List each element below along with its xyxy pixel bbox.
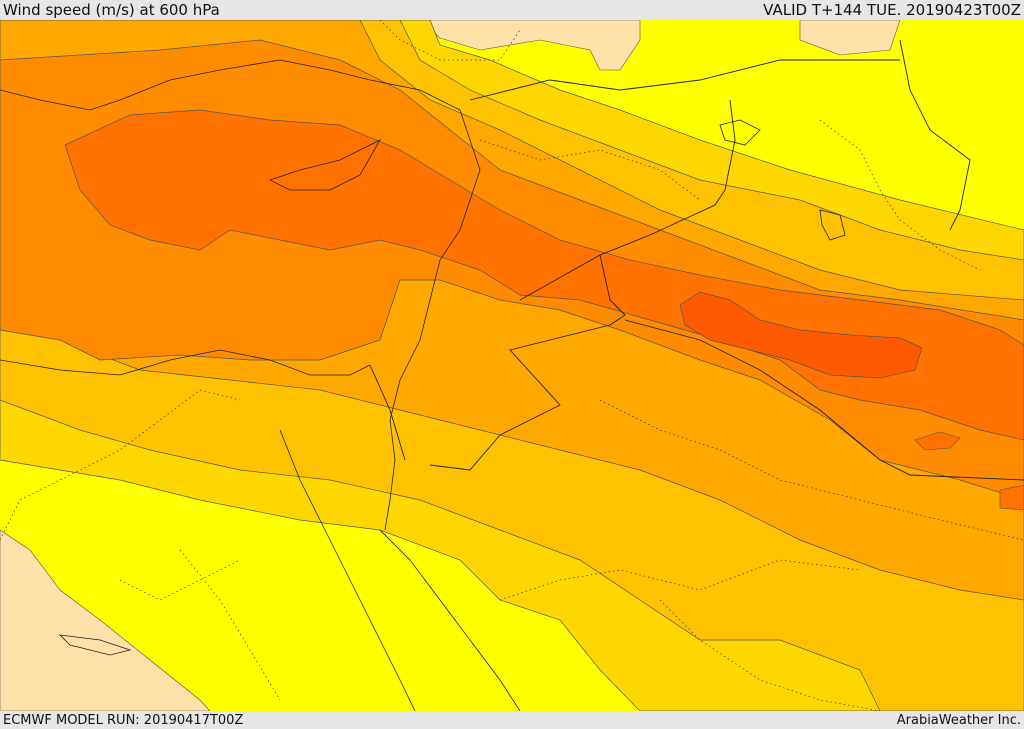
wind-speed-map[interactable]	[0, 20, 1024, 711]
country-borders	[369, 39, 1024, 481]
low-wind-patch-ne	[799, 20, 901, 56]
valid-time: VALID T+144 TUE. 20190423T00Z	[763, 1, 1021, 19]
low-wind-patch-north	[419, 20, 641, 71]
header-bar: Wind speed (m/s) at 600 hPa VALID T+144 …	[0, 0, 1024, 20]
model-run: ECMWF MODEL RUN: 20190417T00Z	[3, 712, 244, 728]
footer-bar: ECMWF MODEL RUN: 20190417T00Z ArabiaWeat…	[0, 711, 1024, 729]
credit: ArabiaWeather Inc.	[896, 712, 1021, 728]
low-wind-patch-sw	[0, 529, 211, 711]
wind-band-7b	[914, 431, 961, 451]
wind-band-6b	[999, 484, 1024, 511]
map-title: Wind speed (m/s) at 600 hPa	[3, 1, 220, 19]
admin-boundaries	[0, 20, 1024, 711]
coastlines	[0, 59, 846, 711]
wind-band-7	[679, 291, 923, 379]
